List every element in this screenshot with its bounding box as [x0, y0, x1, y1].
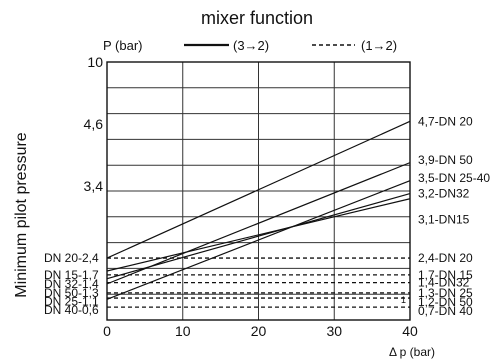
left-series-label: DN 15-1,7	[44, 268, 99, 282]
left-series-label: DN 25-1,1	[44, 294, 99, 308]
series-line	[106, 198, 411, 272]
right-series-label: 3,9-DN 50	[418, 153, 473, 167]
right-series-label: 2,4-DN 20	[418, 251, 473, 265]
right-series-label: 1,4-DN32	[418, 276, 470, 290]
left-series-label: DN 40-0,6	[44, 303, 99, 317]
right-labels: 4,7-DN 20 3,9-DN 50 3,5-DN 25-40 3,2-DN32 3,…	[418, 114, 490, 318]
right-series-label: 1,3-DN 25	[418, 286, 473, 300]
series-line	[106, 180, 411, 300]
y-axis-title: Minimum pilot pressure	[13, 132, 30, 297]
right-series-label: 1,7-DN 15	[418, 268, 473, 282]
right-series-label: 0,7-DN 40	[418, 304, 473, 318]
legend-dashed-label: (1→2)	[361, 38, 397, 53]
right-series-label: 3,1-DN15	[418, 212, 470, 226]
right-series-label: 3,5-DN 25-40	[418, 171, 490, 185]
y-tick-label: 3,4	[84, 178, 104, 194]
plot-frame	[106, 61, 411, 321]
legend-solid-label: (3→2)	[233, 38, 269, 53]
grid	[106, 61, 411, 321]
x-axis-title: Δ p (bar)	[389, 345, 435, 359]
y-tick-label: 10	[87, 54, 103, 70]
series-lines	[106, 120, 411, 308]
chart-title: mixer function	[201, 8, 313, 28]
left-series-label: DN 20-2,4	[44, 251, 99, 265]
right-series-label: 3,2-DN32	[418, 187, 470, 201]
series-line	[106, 162, 411, 285]
y-ticks: 10 4,6 3,4	[84, 54, 104, 194]
x-tick-label: 10	[175, 323, 191, 339]
series-line	[106, 193, 411, 280]
left-series-label: DN 50-1,3	[44, 286, 99, 300]
x-tick-label: 20	[251, 323, 267, 339]
left-labels: DN 20-2,4 DN 15-1,7DN 32-1,4DN 50-1,3DN 2…	[44, 251, 99, 317]
right-series-label: 1,2-DN 50	[418, 295, 473, 309]
x-tick-label: 0	[103, 323, 111, 339]
y-tick-label: 4,6	[84, 116, 104, 132]
annotation-1: 1	[401, 295, 406, 305]
y-unit-label: P (bar)	[103, 38, 143, 53]
right-series-label: 4,7-DN 20	[418, 114, 473, 128]
x-ticks: 0 10 20 30 40	[103, 323, 418, 339]
x-tick-label: 30	[326, 323, 342, 339]
left-series-label: DN 32-1,4	[44, 277, 99, 291]
x-tick-label: 40	[402, 323, 418, 339]
series-line	[106, 120, 411, 259]
